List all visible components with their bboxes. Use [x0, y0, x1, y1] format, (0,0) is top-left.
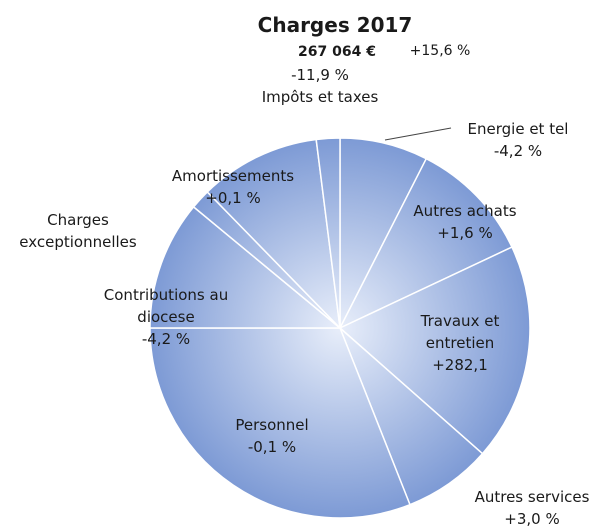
leader-lines: [384, 127, 452, 141]
slice-label-4: Autres services: [475, 488, 590, 506]
pie-slice-3: [338, 246, 531, 455]
slice-labels: Energie et tel -4,2 % Autres achats +1,6 % T…: [19, 66, 589, 528]
chart-total-change: +15,6 %: [410, 43, 471, 59]
slice-label-7: Charges: [47, 211, 109, 229]
slice-label-6: Contributions au: [104, 286, 228, 304]
slice-change-6: -4,2 %: [142, 330, 190, 348]
pie-slice-8: [206, 138, 342, 331]
slice-change-3: +282,1: [432, 356, 488, 374]
slice-change-5: -0,1 %: [248, 438, 296, 456]
slice-change-8: +0,1 %: [205, 189, 260, 207]
slice-label-3: entretien: [426, 334, 494, 352]
pie-slice-6: [149, 205, 343, 329]
pie-slice-2: [338, 157, 513, 330]
slice-change-1: -4,2 %: [494, 142, 542, 160]
slice-label-8: Amortissements: [172, 167, 294, 185]
pie-slices: [149, 137, 531, 519]
slice-label-9: Impôts et taxes: [262, 88, 379, 106]
leader-line-1: [384, 127, 452, 141]
slice-label-7: exceptionnelles: [19, 233, 137, 251]
chart-title: Charges 2017: [258, 13, 413, 37]
chart-total: 267 064 €: [298, 44, 376, 60]
slice-label-2: Autres achats: [413, 202, 516, 220]
slice-label-5: Personnel: [235, 416, 308, 434]
pie-slice-5: [149, 327, 411, 519]
slice-change-9: -11,9 %: [291, 66, 349, 84]
slice-change-4: +3,0 %: [504, 510, 559, 528]
pie-slice-9: [315, 137, 341, 329]
slice-label-6: diocese: [137, 308, 194, 326]
slice-label-3: Travaux et: [420, 312, 500, 330]
slice-change-2: +1,6 %: [437, 224, 492, 242]
slice-label-1: Energie et tel: [468, 120, 569, 138]
